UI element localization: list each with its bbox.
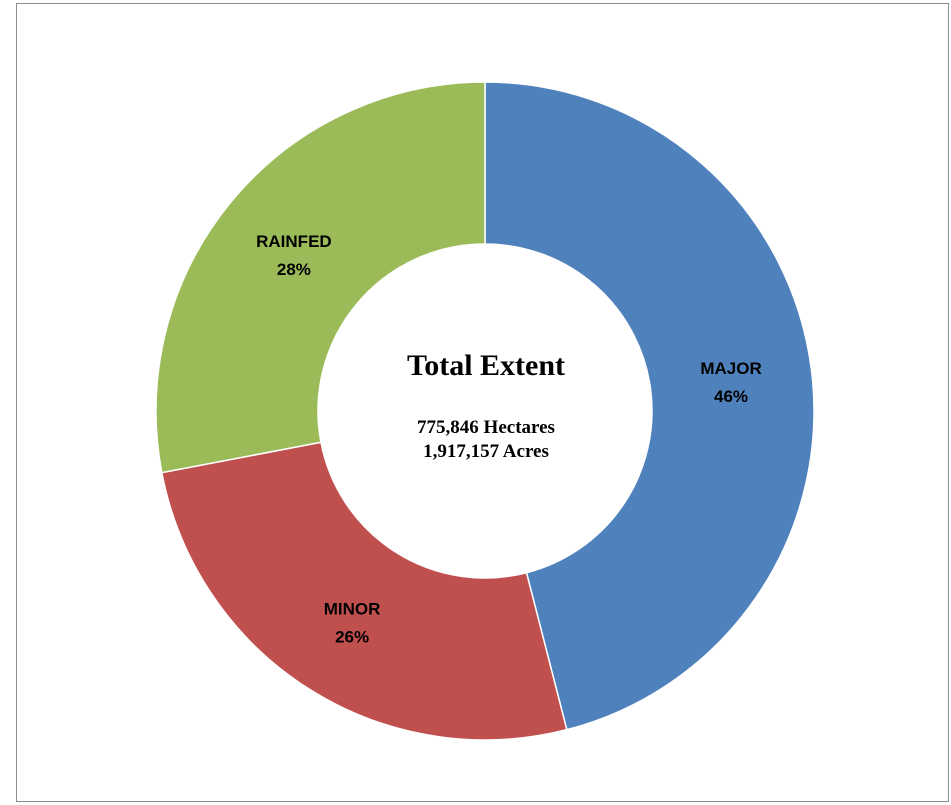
slice-label-rainfed: RAINFED (256, 232, 332, 251)
slice-value-minor: 26% (335, 627, 369, 646)
slice-rainfed (155, 81, 486, 474)
slice-major (484, 81, 815, 731)
slice-minor (160, 441, 568, 741)
center-title: Total Extent (407, 349, 565, 382)
labels-group: MAJOR 46% MINOR 26% RAINFED 28% (256, 232, 762, 646)
slice-label-minor: MINOR (324, 599, 381, 618)
slice-label-major: MAJOR (700, 359, 761, 378)
center-text-group: Total Extent 775,846 Hectares 1,917,157 … (407, 349, 565, 462)
slice-value-major: 46% (714, 387, 748, 406)
slice-value-rainfed: 28% (277, 260, 311, 279)
center-hectares: 775,846 Hectares (417, 417, 555, 438)
slices-group (155, 81, 815, 741)
center-acres: 1,917,157 Acres (423, 441, 549, 462)
